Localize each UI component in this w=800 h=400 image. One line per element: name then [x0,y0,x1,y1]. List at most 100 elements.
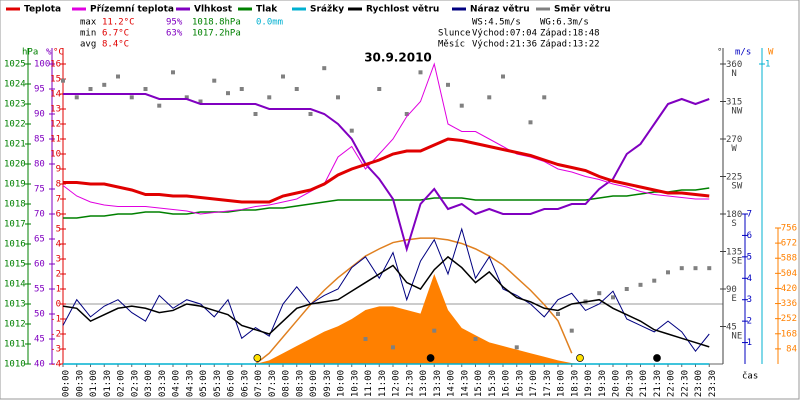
stat-sun: Slunce [438,29,471,39]
direction-point [322,66,327,71]
x-tick-label: 15:30 [488,370,498,397]
y-tick-label: 270 W [726,135,742,154]
direction-point [693,266,698,271]
y-tick-label: 1022 [4,120,26,130]
direction-point [143,87,148,91]
stat-wind: WS:4.5m/s [472,18,521,28]
direction-point [569,328,574,333]
legend-label: Rychlost větru [366,4,439,15]
direction-point [308,112,313,116]
x-tick-label: 03:00 [144,370,154,397]
moon-event [653,354,661,362]
y-tick-label: 1019 [4,180,26,190]
y-tick-label: 336 [781,299,797,309]
y-tick-label: 55 [34,285,45,295]
y-tick-label: 3 [747,295,752,305]
y-tick-label: 1 [56,285,61,295]
x-tick-label: 01:30 [103,370,113,397]
y-tick-label: 504 [781,269,797,279]
y-tick-label: 60 [34,260,45,270]
x-tick-label: 03:30 [158,370,168,397]
direction-point [652,278,657,283]
direction-point [377,87,382,91]
stat-humidity: 95% [166,18,183,28]
direction-point [459,103,464,108]
stat-moon: Západ:13:22 [540,40,600,50]
direction-point [679,266,684,271]
stat-sun: Západ:18:48 [540,29,600,39]
x-tick-label: 04:30 [185,370,195,397]
y-tick-label: 75 [34,185,45,195]
y-tick-label: -2 [50,330,61,340]
y-tick-label: 16 [50,60,61,70]
x-tick-label: 17:30 [543,370,553,397]
direction-point [514,345,519,350]
x-tick-label: 05:00 [199,370,209,397]
direction-point [239,87,244,91]
stat-rain: 0.0mm [256,18,283,28]
x-tick-label: 17:00 [529,370,539,397]
y-tick-label: 315 NW [726,97,743,116]
x-tick-label: 18:00 [557,370,567,397]
moon-event [426,354,435,362]
y-tick-label: 2 [56,270,61,280]
y-tick-label: 3 [56,255,61,265]
x-tick-label: 16:00 [502,370,512,397]
direction-point [226,91,230,96]
direction-point [116,74,120,79]
x-tick-label: 00:00 [62,370,72,397]
y-tick-label: 5 [747,252,752,262]
y-tick-label: 1013 [4,300,26,310]
stat-temperature: 8.4°C [102,40,129,50]
y-tick-label: 80 [34,160,45,170]
direction-point [487,95,492,100]
y-tick-label: 45 [34,335,45,345]
legend-label: Vlhkost [194,5,233,15]
x-tick-label: 14:30 [460,370,470,397]
sun-event [253,354,262,362]
axis-unit: m/s [735,48,751,58]
direction-point [404,112,409,116]
y-tick-label: 85 [34,135,45,145]
x-tick-label: 04:00 [172,370,182,397]
y-tick-label: 7 [56,195,61,205]
direction-point [198,99,203,104]
x-tick-label: 10:00 [337,370,347,397]
x-tick-label: 09:30 [323,370,333,397]
y-tick-label: 1010 [4,360,26,370]
legend-label: Přízemní teplota [90,5,174,15]
y-tick-label: 1 [765,60,770,70]
y-tick-label: 756 [781,224,797,234]
y-tick-label: 65 [34,235,45,245]
x-tick-label: 19:00 [584,370,594,397]
series-line [63,187,710,219]
direction-point [542,95,547,100]
direction-point [349,128,354,133]
stat-sun: Východ:07:04 [472,29,537,39]
stat-row-label: min [80,29,96,39]
y-tick-label: 90 [34,110,45,120]
y-tick-label: 8 [56,180,61,190]
x-tick-label: 19:30 [598,370,608,397]
y-tick-label: 6 [747,231,752,241]
y-tick-label: 45 NE [726,322,742,341]
y-tick-label: 12 [50,120,61,130]
direction-point [294,87,299,91]
direction-point [212,78,217,83]
x-tick-label: 21:30 [653,370,663,397]
y-tick-label: 0 [56,300,61,310]
y-tick-label: 15 [50,75,61,85]
x-tick-label: 13:00 [419,370,429,397]
x-tick-label: 00:30 [75,370,85,397]
direction-point [707,266,712,271]
y-tick-label: 1014 [4,280,26,290]
direction-point [638,282,643,287]
direction-point [363,337,368,341]
y-tick-label: 225 SW [726,172,743,191]
legend-label: Směr větru [554,4,611,15]
x-tick-label: 06:00 [227,370,237,397]
y-tick-label: 14 [50,90,61,100]
x-tick-label: 11:30 [378,370,388,397]
y-tick-label: 252 [781,314,797,324]
y-tick-label: 1 [747,338,752,348]
